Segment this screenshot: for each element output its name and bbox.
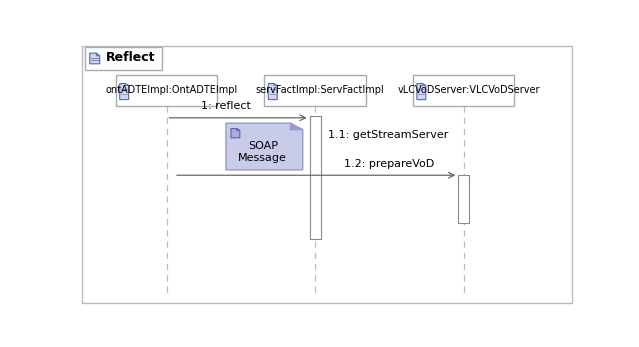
FancyBboxPatch shape (116, 75, 217, 106)
Polygon shape (89, 53, 100, 64)
Polygon shape (268, 84, 277, 100)
Text: 1.2: prepareVoD: 1.2: prepareVoD (344, 159, 435, 169)
Polygon shape (226, 123, 303, 170)
FancyBboxPatch shape (82, 46, 572, 304)
Text: 1.1: getStreamServer: 1.1: getStreamServer (328, 130, 449, 140)
FancyBboxPatch shape (458, 175, 469, 223)
Polygon shape (273, 84, 277, 85)
Text: Reflect: Reflect (105, 51, 155, 64)
Polygon shape (236, 128, 240, 130)
Text: vLCVoDServer:VLCVoDServer: vLCVoDServer:VLCVoDServer (397, 85, 540, 95)
Text: SOAP
Message: SOAP Message (238, 141, 288, 163)
Text: 1: reflect: 1: reflect (201, 101, 251, 111)
Polygon shape (96, 53, 100, 56)
FancyBboxPatch shape (85, 47, 162, 70)
Text: ontADTEImpl:OntADTEImpl: ontADTEImpl:OntADTEImpl (105, 85, 238, 95)
Polygon shape (125, 84, 128, 85)
Text: servFactImpl:ServFactImpl: servFactImpl:ServFactImpl (256, 85, 385, 95)
Polygon shape (119, 84, 128, 100)
FancyBboxPatch shape (413, 75, 514, 106)
Polygon shape (417, 84, 426, 100)
FancyBboxPatch shape (310, 117, 321, 239)
Polygon shape (290, 123, 303, 130)
Polygon shape (422, 84, 426, 85)
Polygon shape (231, 128, 240, 138)
FancyBboxPatch shape (265, 75, 366, 106)
